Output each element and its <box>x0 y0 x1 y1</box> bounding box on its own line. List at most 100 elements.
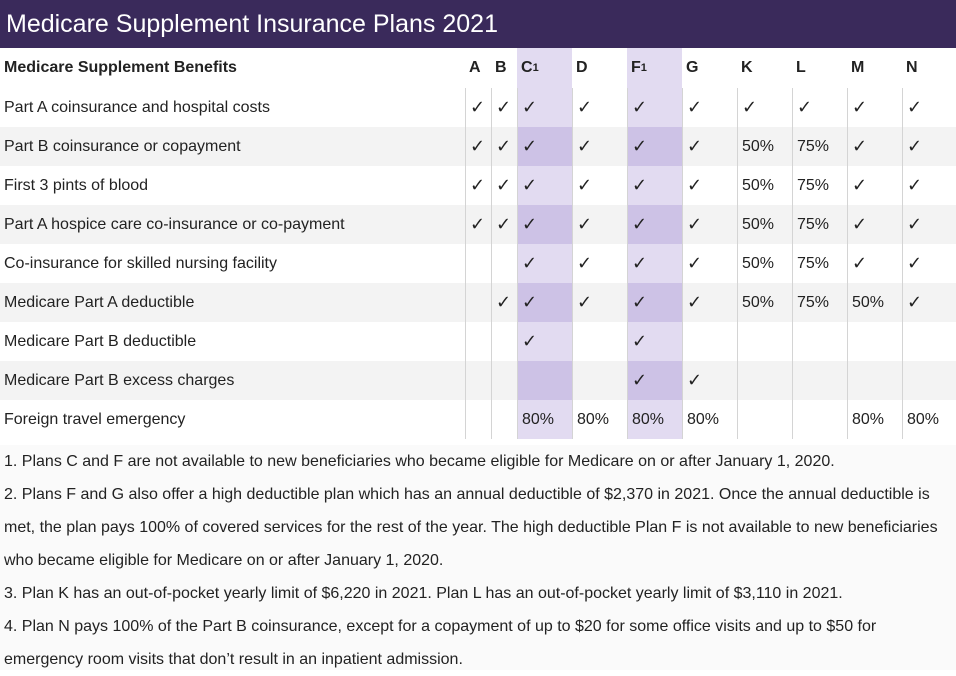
table-cell: ✓ <box>682 88 737 127</box>
table-cell: 75% <box>792 244 847 283</box>
footnote: 2. Plans F and G also offer a high deduc… <box>4 486 938 569</box>
plan-name: L <box>796 59 806 76</box>
table-cell: 80% <box>517 400 572 439</box>
table-cell: ✓ <box>792 88 847 127</box>
table-cell: ✓ <box>627 205 682 244</box>
table-cell: ✓ <box>491 88 517 127</box>
table-cell <box>737 400 792 439</box>
table-cell <box>792 322 847 361</box>
table-cell: ✓ <box>491 166 517 205</box>
table-cell: 80% <box>847 400 902 439</box>
table-cell: ✓ <box>627 127 682 166</box>
table-cell: ✓ <box>627 361 682 400</box>
table-cell: ✓ <box>572 205 627 244</box>
table-cell: ✓ <box>465 88 491 127</box>
table-cell: ✓ <box>902 244 956 283</box>
footnote-ref: 1 <box>640 62 647 74</box>
table-cell <box>847 361 902 400</box>
table-cell: Co-insurance for skilled nursing facilit… <box>0 244 465 283</box>
table-cell <box>465 244 491 283</box>
table-cell: ✓ <box>902 127 956 166</box>
table-cell: ✓ <box>572 283 627 322</box>
table-cell <box>902 361 956 400</box>
table-cell: 80% <box>572 400 627 439</box>
table-cell: ✓ <box>902 166 956 205</box>
table-cell: ✓ <box>902 205 956 244</box>
table-cell: 50% <box>737 244 792 283</box>
table-cell: ✓ <box>517 166 572 205</box>
plan-name: F <box>631 59 641 76</box>
table-cell: 80% <box>627 400 682 439</box>
table-cell <box>792 361 847 400</box>
table-cell <box>465 361 491 400</box>
table-cell: Medicare Part A deductible <box>0 283 465 322</box>
header-cell: D <box>572 48 627 88</box>
table-cell: 80% <box>682 400 737 439</box>
plan-name: K <box>741 59 753 76</box>
table-cell: 80% <box>902 400 956 439</box>
table-cell: ✓ <box>517 205 572 244</box>
table-cell <box>572 322 627 361</box>
header-cell: K <box>737 48 792 88</box>
table-cell: ✓ <box>572 244 627 283</box>
table-cell: ✓ <box>682 283 737 322</box>
header-cell: L <box>792 48 847 88</box>
table-cell <box>737 361 792 400</box>
table-cell <box>682 322 737 361</box>
table-cell: ✓ <box>572 166 627 205</box>
table-cell: First 3 pints of blood <box>0 166 465 205</box>
table-cell: 75% <box>792 205 847 244</box>
header-cell: Medicare Supplement Benefits <box>0 48 465 88</box>
table-cell: ✓ <box>465 127 491 166</box>
table-cell: ✓ <box>465 205 491 244</box>
table-cell <box>902 322 956 361</box>
header-cell: M <box>847 48 902 88</box>
table-cell: 75% <box>792 166 847 205</box>
table-cell <box>737 322 792 361</box>
plan-name: A <box>469 59 481 76</box>
table-cell <box>465 283 491 322</box>
table-cell: ✓ <box>682 166 737 205</box>
table-cell: 50% <box>737 205 792 244</box>
plan-name: M <box>851 59 865 76</box>
table-cell: ✓ <box>737 88 792 127</box>
table-cell: ✓ <box>682 205 737 244</box>
table-cell: ✓ <box>465 166 491 205</box>
table-cell: 50% <box>737 166 792 205</box>
table-cell: ✓ <box>517 244 572 283</box>
table-cell <box>491 322 517 361</box>
benefits-table: Medicare Supplement Benefits A B C 1 D F 1 G K L M N… <box>0 48 956 439</box>
header-cell: B <box>491 48 517 88</box>
plan-name: G <box>686 59 699 76</box>
table-cell <box>517 361 572 400</box>
table-cell: Part B coinsurance or copayment <box>0 127 465 166</box>
footnote: 3. Plan K has an out-of-pocket yearly li… <box>4 585 843 602</box>
table-cell: ✓ <box>847 127 902 166</box>
footnote-ref: 1 <box>532 62 539 74</box>
footnote: 4. Plan N pays 100% of the Part B coinsu… <box>4 618 877 668</box>
header-cell: A <box>465 48 491 88</box>
header-cell: N <box>902 48 956 88</box>
table-cell: ✓ <box>491 283 517 322</box>
table-cell: 50% <box>737 127 792 166</box>
table-cell <box>847 322 902 361</box>
header-cell: G <box>682 48 737 88</box>
plan-name: C <box>521 59 533 76</box>
table-cell: ✓ <box>572 88 627 127</box>
table-cell: ✓ <box>902 88 956 127</box>
table-cell: ✓ <box>847 88 902 127</box>
page-title: Medicare Supplement Insurance Plans 2021 <box>0 0 956 48</box>
table-cell: Part A coinsurance and hospital costs <box>0 88 465 127</box>
table-cell: ✓ <box>572 127 627 166</box>
table-cell: ✓ <box>627 166 682 205</box>
table-cell: ✓ <box>847 205 902 244</box>
table-cell: 75% <box>792 283 847 322</box>
table-cell: ✓ <box>627 244 682 283</box>
table-cell: ✓ <box>627 88 682 127</box>
table-cell: ✓ <box>491 127 517 166</box>
plan-name: B <box>495 59 507 76</box>
table-cell: Foreign travel emergency <box>0 400 465 439</box>
